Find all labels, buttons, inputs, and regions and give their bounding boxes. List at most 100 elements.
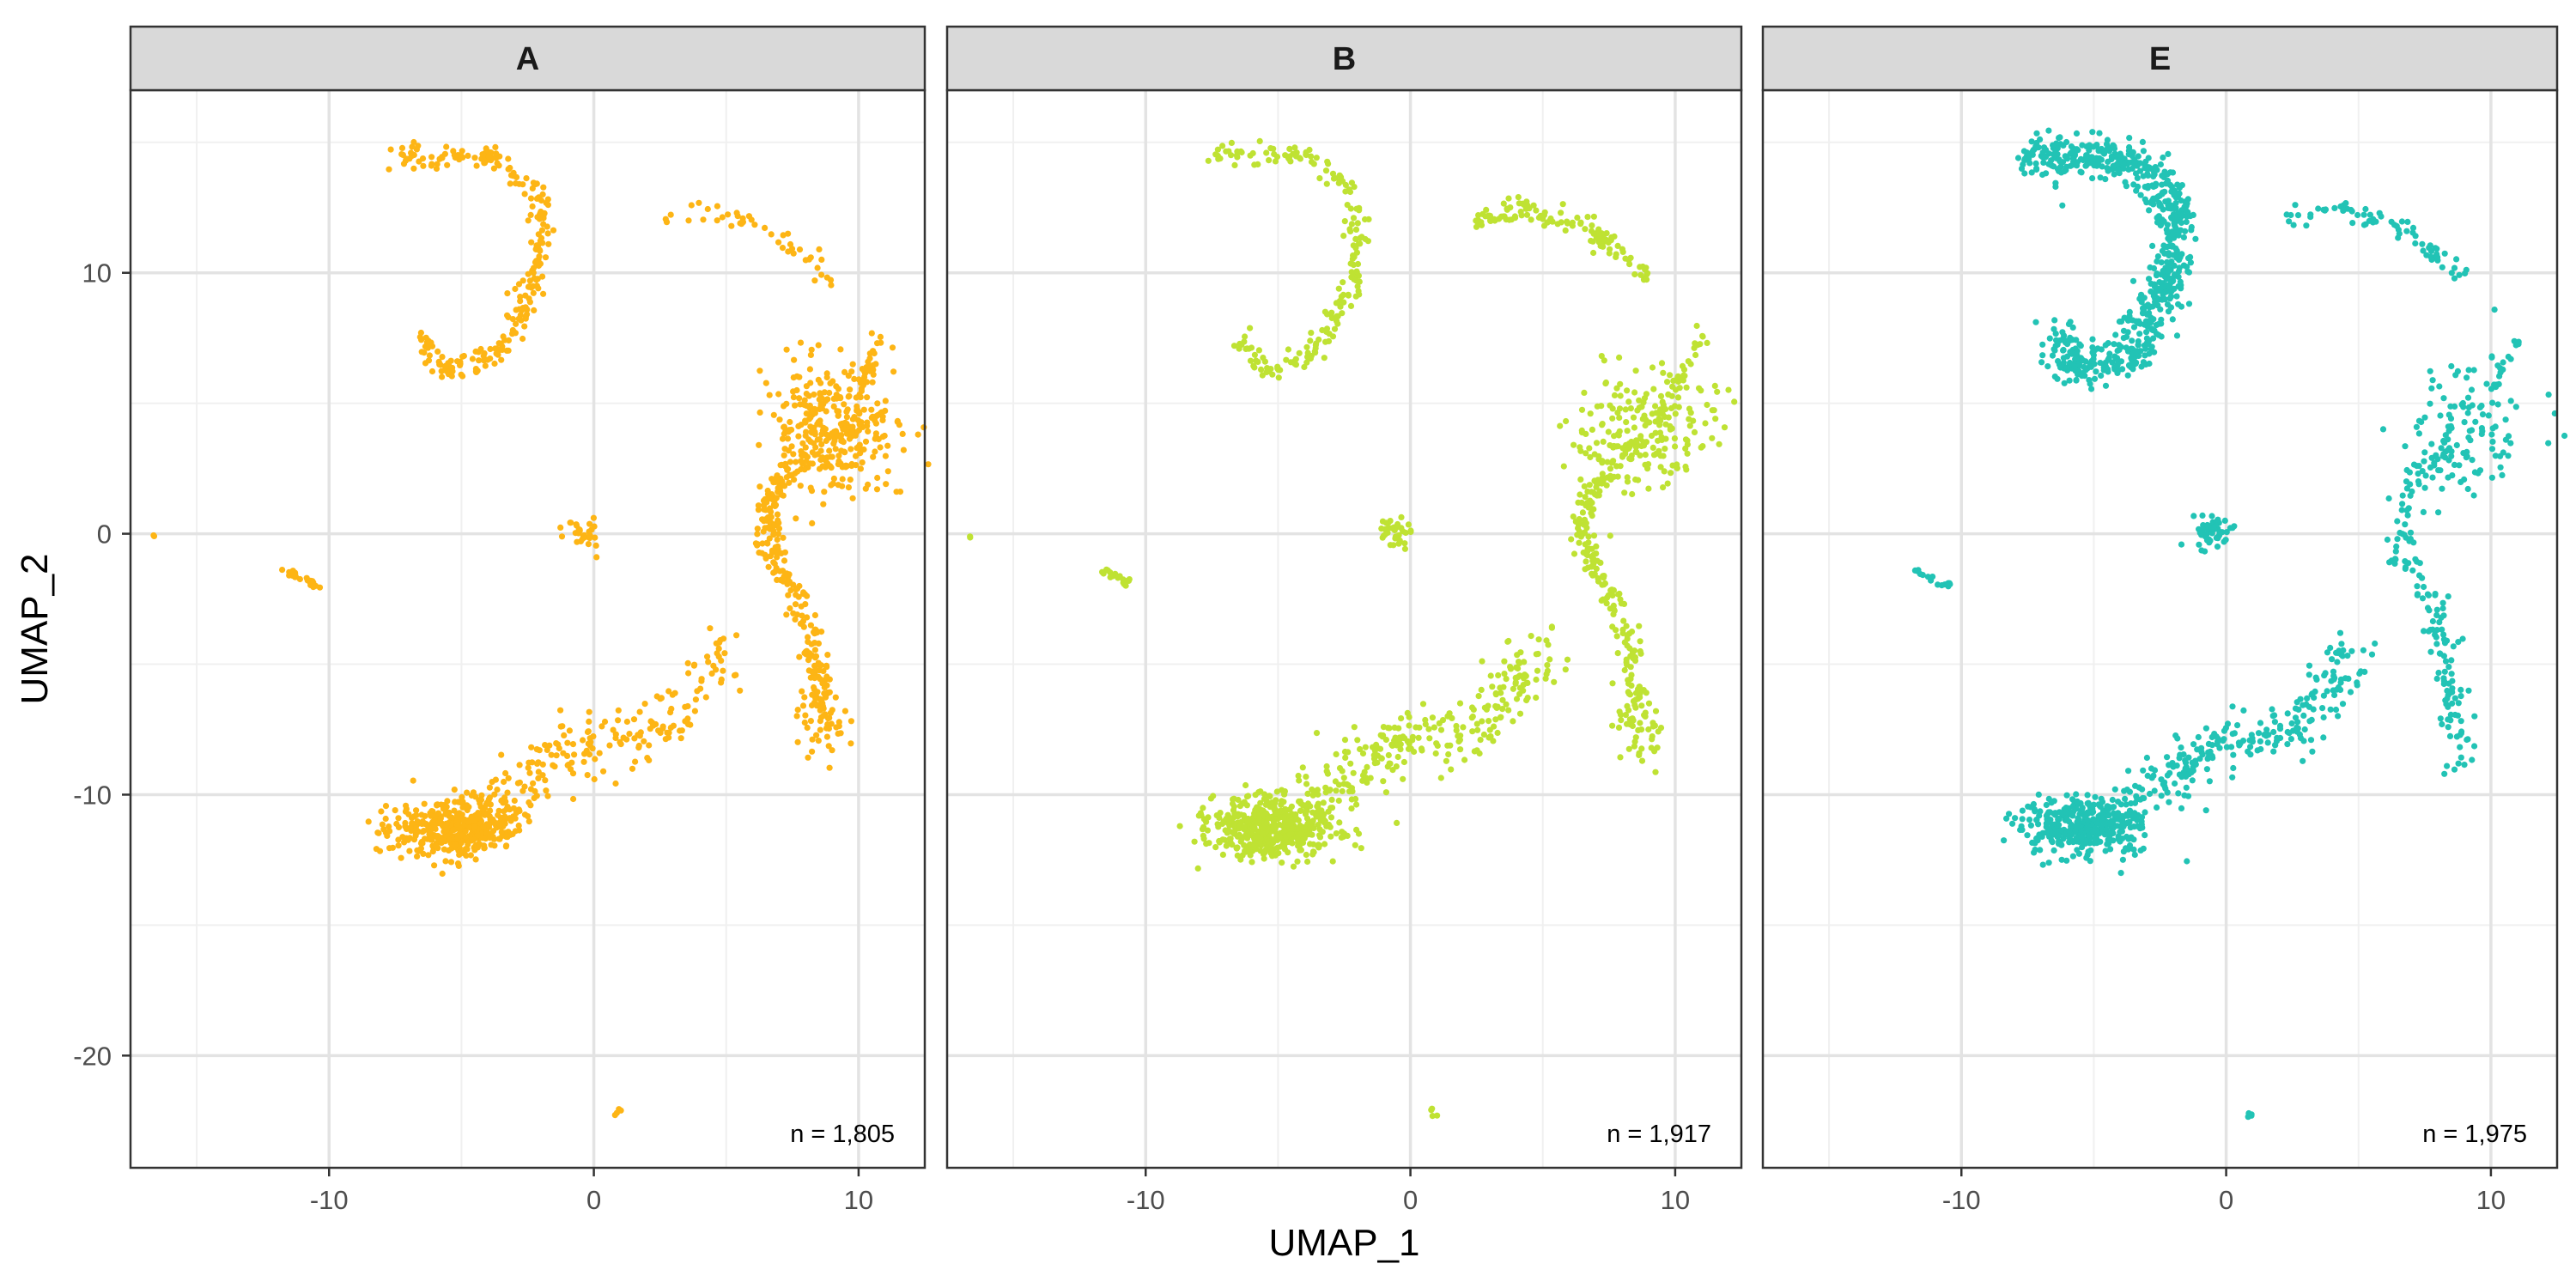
data-point	[796, 246, 804, 253]
data-point	[1318, 807, 1325, 814]
data-point	[2073, 835, 2080, 841]
data-point	[2185, 269, 2192, 276]
data-point	[560, 750, 567, 756]
data-point	[1238, 149, 1245, 156]
data-point	[2190, 513, 2197, 519]
data-point	[2050, 847, 2057, 854]
data-point	[623, 736, 630, 743]
data-point	[536, 253, 543, 260]
data-point	[1637, 271, 1644, 278]
data-point	[586, 718, 592, 726]
data-point	[696, 199, 702, 206]
data-point	[2245, 1109, 2252, 1117]
data-point	[448, 373, 455, 380]
data-point	[820, 501, 827, 507]
data-point	[2085, 832, 2092, 839]
data-point	[1617, 754, 1624, 761]
data-point	[1348, 221, 1355, 228]
data-point	[1340, 279, 1346, 286]
data-point	[570, 795, 577, 803]
data-point	[1247, 852, 1254, 859]
data-point	[1589, 426, 1595, 433]
data-point	[2494, 401, 2501, 408]
data-point	[498, 356, 505, 363]
data-point	[1297, 830, 1304, 838]
data-point	[1478, 222, 1485, 228]
data-point	[1622, 406, 1629, 413]
data-point	[1242, 781, 1249, 789]
data-point	[2174, 181, 2181, 188]
data-point	[2110, 837, 2117, 844]
data-point	[378, 808, 385, 815]
data-point	[1406, 740, 1413, 747]
plot-background	[131, 90, 925, 1168]
data-point	[542, 742, 549, 749]
data-point	[1649, 723, 1656, 730]
data-point	[762, 516, 769, 523]
data-point	[2187, 259, 2194, 266]
data-point	[1243, 345, 1250, 352]
data-point	[2322, 206, 2330, 213]
data-point	[473, 162, 480, 169]
data-point	[2069, 349, 2075, 356]
data-point	[755, 502, 762, 509]
data-point	[851, 375, 858, 382]
data-point	[818, 405, 826, 412]
data-point	[817, 726, 823, 733]
data-point	[1563, 417, 1570, 425]
data-point	[785, 592, 792, 598]
data-point	[801, 397, 808, 404]
data-point	[1616, 708, 1623, 715]
data-point	[2139, 305, 2147, 312]
data-point	[842, 462, 849, 469]
data-point	[1535, 636, 1542, 643]
data-point	[650, 722, 657, 729]
data-point	[592, 542, 599, 550]
data-point	[495, 340, 502, 347]
data-point	[771, 568, 779, 575]
data-point	[1599, 422, 1606, 428]
data-point	[2175, 790, 2182, 797]
data-point	[1279, 823, 1286, 829]
data-point	[1650, 386, 1657, 392]
data-point	[2196, 541, 2202, 548]
data-point	[846, 435, 854, 442]
data-point	[1107, 574, 1114, 580]
data-point	[2153, 321, 2160, 329]
data-point	[2149, 242, 2156, 249]
data-point	[477, 796, 485, 804]
data-point	[568, 519, 574, 526]
data-point	[529, 185, 536, 191]
data-point	[1584, 214, 1591, 221]
data-point	[1267, 840, 1274, 847]
data-point	[443, 821, 450, 828]
data-point	[465, 804, 472, 811]
data-point	[1385, 751, 1392, 759]
data-point	[2451, 695, 2458, 702]
data-point	[486, 794, 494, 801]
data-point	[1598, 403, 1605, 410]
data-point	[2136, 318, 2142, 325]
data-point	[588, 526, 595, 533]
data-point	[450, 827, 457, 834]
count-label: n = 1,805	[790, 1121, 895, 1148]
points-E	[1911, 127, 2568, 1121]
data-point	[1215, 155, 1222, 162]
data-point	[2331, 204, 2338, 211]
data-point	[2458, 478, 2464, 486]
data-point	[528, 744, 535, 750]
x-tick-label: -10	[310, 1185, 349, 1215]
data-point	[697, 685, 704, 692]
data-point	[1405, 521, 1412, 528]
facet-panel-E: En = 1,975-10 0 10	[1761, 25, 2568, 1215]
data-point	[2505, 433, 2512, 440]
data-point	[1664, 480, 1671, 487]
data-point	[1323, 768, 1330, 775]
data-point	[458, 153, 465, 160]
data-point	[874, 400, 881, 407]
data-point	[2146, 276, 2153, 283]
data-point	[2433, 611, 2440, 619]
data-point	[1524, 695, 1531, 702]
data-point	[460, 352, 468, 360]
data-point	[400, 161, 408, 167]
